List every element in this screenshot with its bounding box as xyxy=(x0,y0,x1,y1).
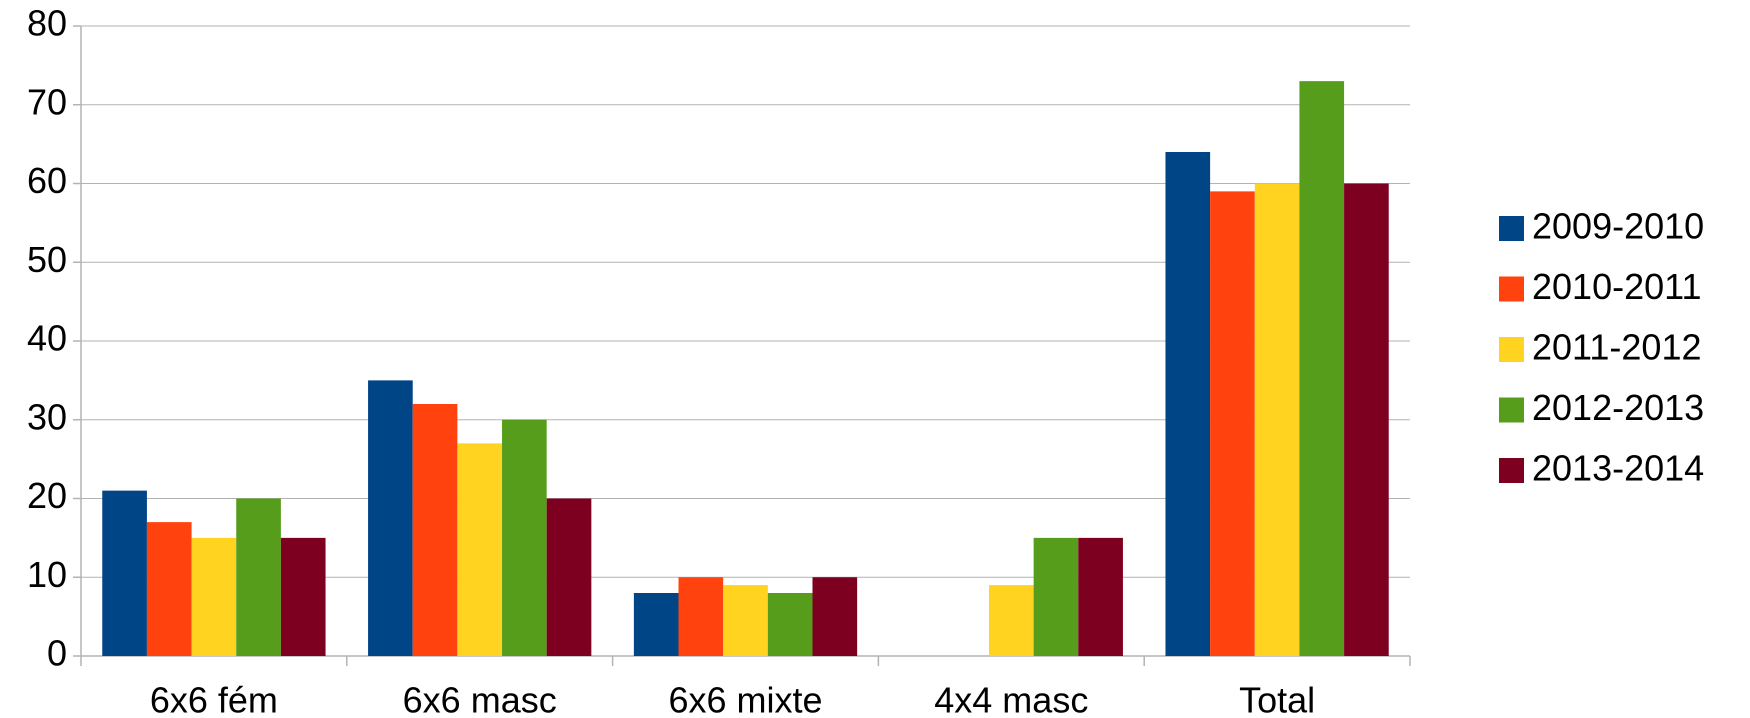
legend-label: 2011-2012 xyxy=(1532,327,1702,368)
bar xyxy=(457,443,503,656)
legend-label: 2013-2014 xyxy=(1532,448,1704,489)
y-tick-label: 80 xyxy=(27,3,67,44)
legend-label: 2010-2011 xyxy=(1532,266,1702,307)
legend-swatch xyxy=(1499,337,1524,362)
bar xyxy=(502,419,547,656)
bar xyxy=(546,498,592,656)
legend-label: 2009-2010 xyxy=(1532,206,1704,247)
bar xyxy=(812,577,858,656)
y-tick-label: 50 xyxy=(27,239,67,280)
y-tick-label: 40 xyxy=(27,318,67,359)
x-tick-label: Total xyxy=(1239,680,1315,718)
x-tick-label: 6x6 fém xyxy=(150,680,278,718)
bar xyxy=(1299,81,1345,656)
x-tick-label: 6x6 masc xyxy=(403,680,557,718)
bar xyxy=(236,498,281,656)
y-tick-label: 70 xyxy=(27,81,67,122)
legend-swatch xyxy=(1499,216,1524,241)
bar xyxy=(1078,537,1123,656)
legend-swatch xyxy=(1499,276,1524,302)
bar xyxy=(102,490,147,656)
x-tick-label: 6x6 mixte xyxy=(668,680,822,718)
bar xyxy=(988,585,1034,656)
bar xyxy=(633,593,679,656)
legend-swatch xyxy=(1499,397,1524,423)
y-tick-label: 10 xyxy=(27,554,67,595)
legend-label: 2012-2013 xyxy=(1532,387,1704,428)
bar xyxy=(1033,537,1079,656)
bar xyxy=(412,404,458,656)
bar xyxy=(191,537,237,656)
bar xyxy=(368,380,413,656)
x-tick-label: 4x4 masc xyxy=(934,680,1088,718)
y-tick-label: 20 xyxy=(27,475,67,516)
bar xyxy=(1210,191,1255,656)
bar xyxy=(146,522,192,656)
bar xyxy=(1344,183,1389,656)
y-tick-label: 60 xyxy=(27,160,67,201)
y-tick-label: 0 xyxy=(47,633,67,674)
bar xyxy=(280,537,326,656)
bar xyxy=(767,593,813,656)
bar xyxy=(1165,152,1211,656)
y-tick-label: 30 xyxy=(27,396,67,437)
legend-swatch xyxy=(1499,458,1524,483)
bar xyxy=(678,577,724,656)
bar xyxy=(723,585,768,656)
bar xyxy=(1254,183,1300,656)
